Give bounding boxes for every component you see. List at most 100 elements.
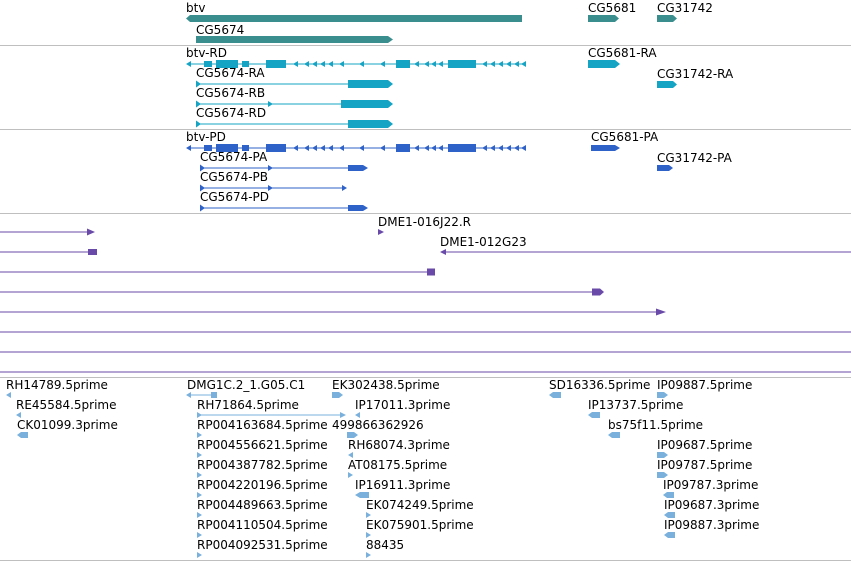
protein-CG5674-PB[interactable]: CG5674-PB	[200, 170, 347, 192]
est-RH68074[interactable]: RH68074.3prime	[348, 438, 450, 458]
protein-label-CG5681-PA: CG5681-PA	[591, 130, 659, 144]
gene-bar-CG5674[interactable]	[196, 36, 393, 43]
protein-CG5674-PA[interactable]: CG5674-PA	[200, 150, 368, 172]
clone-line-2[interactable]	[0, 249, 97, 255]
est-IP09787-5[interactable]: IP09787.5prime	[657, 458, 752, 478]
est-label-RP004110504: RP004110504.5prime	[197, 518, 328, 532]
transcript-CG5674-RB[interactable]: CG5674-RB	[196, 86, 393, 108]
est-label-SD16336: SD16336.5prime	[549, 378, 650, 392]
est-RP004387782[interactable]: RP004387782.5prime	[197, 458, 328, 478]
est-CK01099[interactable]: CK01099.3prime	[17, 418, 118, 438]
gene-track: btv CG5674 CG5681 CG31742	[186, 1, 713, 43]
transcript-CG5674-RA[interactable]: CG5674-RA	[196, 66, 393, 88]
transcript-CG31742-RA[interactable]: CG31742-RA	[657, 67, 734, 88]
est-IP16911[interactable]: IP16911.3prime	[355, 478, 450, 498]
clone-line-3[interactable]	[0, 268, 435, 276]
est-RP004092531[interactable]: RP004092531.5prime	[197, 538, 328, 558]
est-label-CK01099: CK01099.3prime	[17, 418, 118, 432]
protein-CG31742-PA[interactable]: CG31742-PA	[657, 151, 733, 171]
est-bs75f11[interactable]: bs75f11.5prime	[608, 418, 703, 438]
est-label-EK074249: EK074249.5prime	[366, 498, 474, 512]
gene-bar-btv[interactable]	[186, 15, 522, 22]
gene-label-CG5674: CG5674	[196, 23, 244, 37]
gene-bar-CG31742[interactable]	[657, 15, 677, 22]
est-IP17011[interactable]: IP17011.3prime	[355, 398, 450, 418]
transcript-label-btv-RD: btv-RD	[186, 46, 227, 60]
est-AT08175[interactable]: AT08175.5prime	[348, 458, 447, 478]
est-RP004220196[interactable]: RP004220196.5prime	[197, 478, 328, 498]
clone-label-012G23: DME1-012G23	[440, 235, 527, 249]
protein-label-CG5674-PA: CG5674-PA	[200, 150, 268, 164]
est-RP004163684[interactable]: RP004163684.5prime	[197, 418, 328, 438]
est-label-EK302438: EK302438.5prime	[332, 378, 440, 392]
est-RH14789[interactable]: RH14789.5prime	[6, 378, 108, 398]
est-label-IP09687-3: IP09687.3prime	[664, 498, 759, 512]
est-88435[interactable]: 88435	[366, 538, 404, 558]
transcript-label-CG5681-RA: CG5681-RA	[588, 46, 657, 60]
gene-feature-CG31742[interactable]: CG31742	[657, 1, 713, 22]
est-DMG1C2[interactable]: DMG1C.2_1.G05.C1	[186, 378, 305, 398]
gene-bar-CG5681[interactable]	[588, 15, 619, 22]
est-label-RH71864: RH71864.5prime	[197, 398, 299, 412]
est-label-IP13737: IP13737.5prime	[588, 398, 683, 412]
transcript-label-CG5674-RA: CG5674-RA	[196, 66, 265, 80]
clone-label-016J22: DME1-016J22.R	[378, 215, 471, 229]
est-SD16336[interactable]: SD16336.5prime	[549, 378, 650, 398]
gene-feature-CG5674[interactable]: CG5674	[196, 23, 393, 43]
clone-feature-012G23[interactable]: DME1-012G23	[440, 235, 851, 255]
est-label-RP004092531: RP004092531.5prime	[197, 538, 328, 552]
protein-CG5674-PD[interactable]: CG5674-PD	[200, 190, 368, 212]
transcript-btv-RD[interactable]: btv-RD	[186, 46, 526, 68]
protein-CG5681-PA[interactable]: CG5681-PA	[591, 130, 659, 151]
transcript-track: btv-RD	[186, 46, 734, 128]
est-RP004489663[interactable]: RP004489663.5prime	[197, 498, 328, 518]
transcript-CG5674-RD[interactable]: CG5674-RD	[196, 106, 393, 128]
est-IP13737[interactable]: IP13737.5prime	[588, 398, 683, 418]
est-label-AT08175: AT08175.5prime	[348, 458, 447, 472]
est-RP004110504[interactable]: RP004110504.5prime	[197, 518, 328, 538]
est-IP09887-3[interactable]: IP09887.3prime	[664, 518, 759, 538]
est-EK075901[interactable]: EK075901.5prime	[366, 518, 474, 538]
protein-btv-PD[interactable]: btv-PD	[186, 130, 526, 152]
clone-track: DME1-016J22.R DME1-012G23	[0, 215, 851, 373]
est-RH71864[interactable]: RH71864.5prime	[197, 398, 346, 418]
est-label-RH68074: RH68074.3prime	[348, 438, 450, 452]
est-track: RH14789.5prime RE45584.5prime CK01099.3p…	[6, 378, 759, 558]
est-IP09787-3[interactable]: IP09787.3prime	[663, 478, 758, 498]
est-label-IP16911: IP16911.3prime	[355, 478, 450, 492]
est-label-RP004489663: RP004489663.5prime	[197, 498, 328, 512]
est-499866362926[interactable]: 499866362926	[332, 418, 424, 438]
clone-feature-016J22[interactable]: DME1-016J22.R	[378, 215, 471, 235]
transcript-label-CG31742-RA: CG31742-RA	[657, 67, 734, 81]
est-label-IP17011: IP17011.3prime	[355, 398, 450, 412]
est-label-EK075901: EK075901.5prime	[366, 518, 474, 532]
est-RE45584[interactable]: RE45584.5prime	[16, 398, 117, 418]
protein-label-CG5674-PD: CG5674-PD	[200, 190, 269, 204]
clone-line-1[interactable]	[0, 228, 95, 236]
gene-label-btv: btv	[186, 1, 205, 15]
btv-PD-exons	[204, 144, 526, 152]
transcript-CG5681-RA[interactable]: CG5681-RA	[588, 46, 657, 68]
est-IP09887-a[interactable]: IP09887.5prime	[657, 378, 752, 398]
gene-label-CG31742: CG31742	[657, 1, 713, 15]
clone-line-4[interactable]	[0, 288, 604, 296]
est-label-IP09887-a: IP09887.5prime	[657, 378, 752, 392]
est-label-499866362926: 499866362926	[332, 418, 424, 432]
est-EK074249[interactable]: EK074249.5prime	[366, 498, 474, 518]
gene-feature-btv[interactable]: btv	[186, 1, 522, 22]
transcript-label-CG5674-RD: CG5674-RD	[196, 106, 266, 120]
protein-label-CG5674-PB: CG5674-PB	[200, 170, 268, 184]
protein-label-btv-PD: btv-PD	[186, 130, 226, 144]
est-label-RE45584: RE45584.5prime	[16, 398, 117, 412]
clone-line-5[interactable]	[0, 308, 666, 316]
est-label-IP09787-5: IP09787.5prime	[657, 458, 752, 472]
est-EK302438[interactable]: EK302438.5prime	[332, 378, 440, 398]
est-IP09687-3[interactable]: IP09687.3prime	[664, 498, 759, 518]
est-label-RH14789: RH14789.5prime	[6, 378, 108, 392]
est-RP004556621[interactable]: RP004556621.5prime	[197, 438, 328, 458]
est-label-88435: 88435	[366, 538, 404, 552]
gene-label-CG5681: CG5681	[588, 1, 636, 15]
gene-feature-CG5681[interactable]: CG5681	[588, 1, 636, 22]
protein-track: btv-PD	[186, 130, 733, 212]
est-IP09687-5[interactable]: IP09687.5prime	[657, 438, 752, 458]
